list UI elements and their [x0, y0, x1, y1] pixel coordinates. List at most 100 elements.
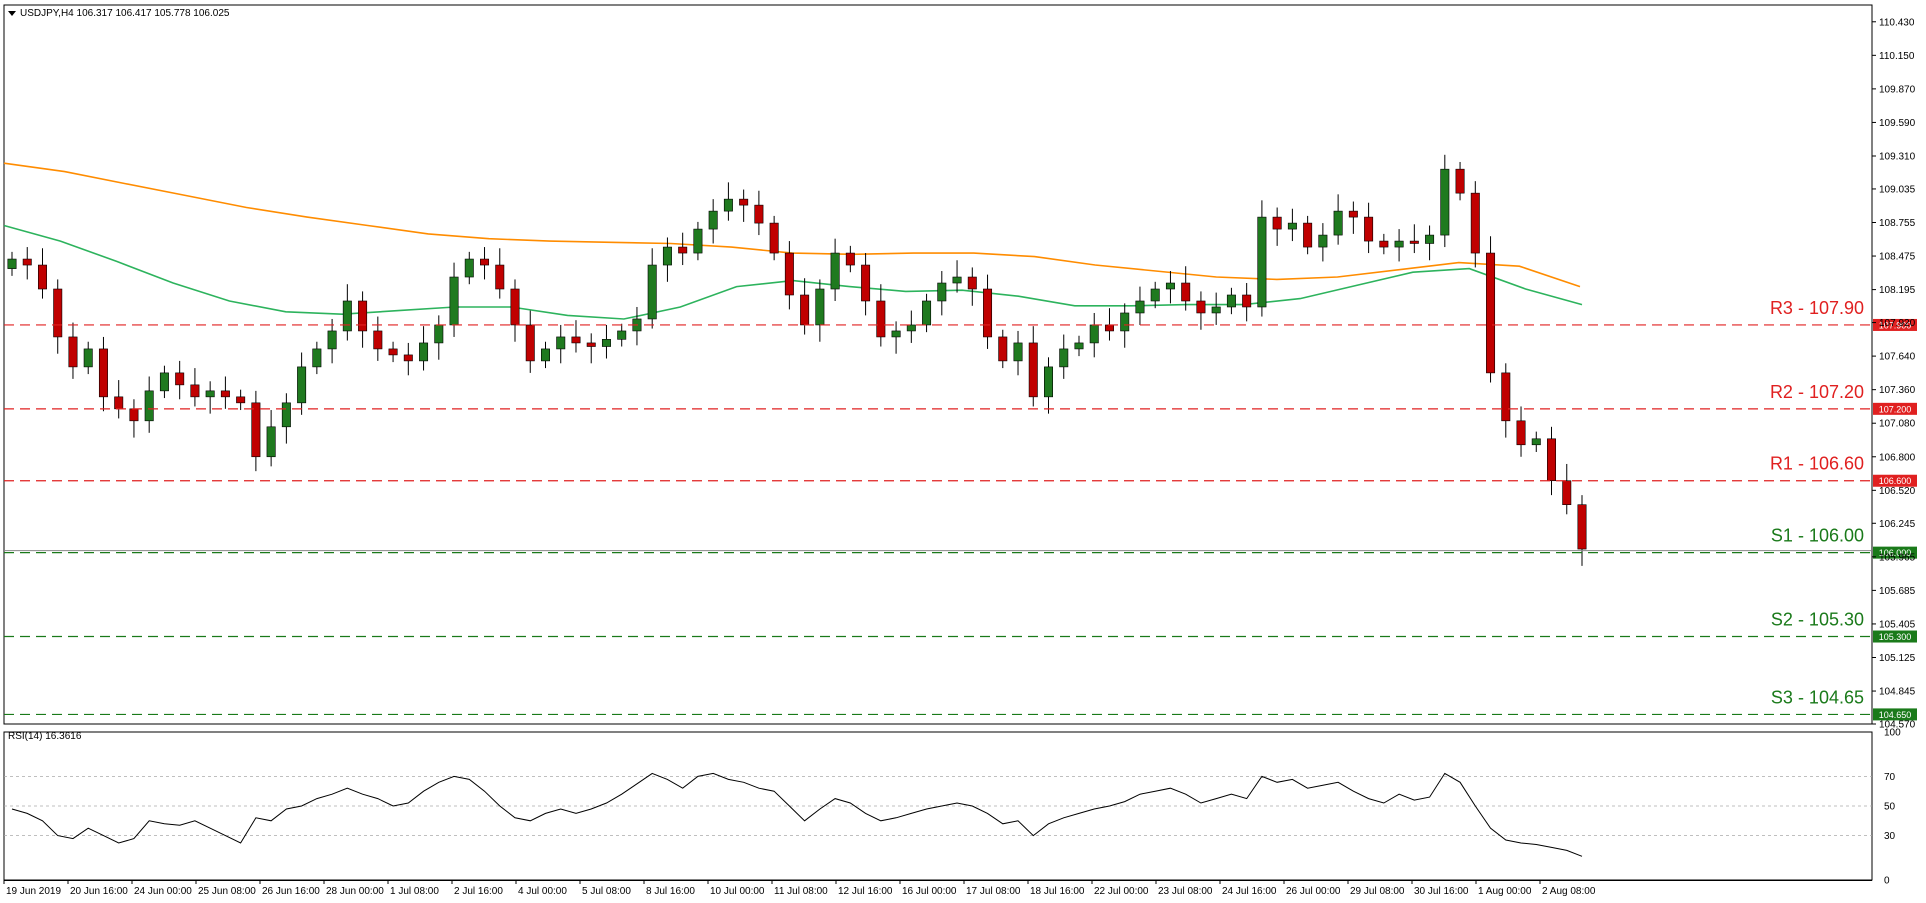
bull-candle-body [1211, 306, 1221, 314]
bear-candle-body [1409, 240, 1419, 244]
price-tick-label: 107.640 [1879, 352, 1916, 363]
candle [1287, 208, 1297, 242]
time-tick-label: 20 Jun 16:00 [70, 886, 128, 897]
time-tick-label: 25 Jun 08:00 [198, 886, 256, 897]
time-tick-label: 11 Jul 08:00 [774, 886, 828, 897]
candle [1044, 357, 1053, 414]
price-tick-label: 106.800 [1879, 452, 1916, 463]
candle [662, 237, 672, 282]
levels: R3 - 107.90 107.900 R2 - 107.20 107.200 R1 -… [4, 298, 1917, 721]
bull-candle-body [144, 390, 154, 422]
bear-candle-body [525, 324, 535, 362]
bear-candle-body [998, 336, 1008, 362]
bear-candle-body [1348, 210, 1358, 218]
bear-candle-body [510, 288, 520, 326]
time-axis: 19 Jun 2019 20 Jun 16:00 24 Jun 00:00 25 Ju… [3, 880, 1596, 897]
bull-candle-body [662, 246, 672, 266]
bear-candle-body [495, 264, 505, 290]
level-price-tag [1873, 402, 1917, 415]
price-tick-label: 108.755 [1879, 218, 1916, 229]
rsi-panel: 100 70 50 30 0 [4, 728, 1901, 887]
level-price-tag [1873, 474, 1917, 487]
bear-candle-body [236, 396, 246, 404]
bear-candle-body [1577, 504, 1587, 550]
time-tick-label: 26 Jun 16:00 [262, 886, 320, 897]
bear-candle-body [1501, 372, 1511, 422]
bear-candle-body [1470, 192, 1480, 254]
bear-candle-body [1379, 240, 1389, 248]
candle [1272, 207, 1282, 246]
level-price-tag-label: 106.000 [1879, 548, 1912, 558]
candle [159, 365, 169, 399]
bear-candle-body [220, 390, 230, 398]
candle [1181, 266, 1191, 311]
candle [297, 352, 307, 415]
bull-candle-body [815, 288, 825, 326]
bull-candle-body [449, 276, 459, 326]
bear-candle-body [586, 342, 596, 347]
candle [708, 199, 718, 244]
candle [129, 399, 139, 438]
candle [358, 291, 368, 348]
candle [739, 189, 749, 222]
time-tick-label: 17 Jul 08:00 [966, 886, 1021, 897]
candle [1013, 330, 1023, 376]
bear-candle-body [1486, 252, 1496, 374]
candle [190, 368, 200, 407]
bear-candle-body [1181, 282, 1191, 302]
bull-candle-body [952, 276, 962, 284]
bull-candle-body [83, 348, 93, 368]
time-tick-label: 10 Jul 00:00 [710, 886, 765, 897]
time-tick-label: 16 Jul 00:00 [902, 886, 957, 897]
candle [1242, 283, 1252, 322]
bear-candle-body [114, 396, 124, 410]
dropdown-triangle-icon[interactable] [8, 10, 16, 16]
level-label: S1 - 106.00 [1771, 526, 1864, 546]
rsi-tick-label: 70 [1884, 772, 1896, 783]
bull-candle-body [1135, 300, 1145, 314]
bear-candle-body [739, 198, 749, 206]
bear-candle-body [1303, 222, 1313, 248]
bear-candle-body [754, 204, 764, 224]
level-price-tag [1873, 708, 1917, 721]
price-tick-label: 107.920 [1879, 318, 1916, 329]
candle [220, 376, 230, 409]
bull-candle-body [464, 258, 474, 278]
rsi-tick-label: 50 [1884, 802, 1896, 813]
candle [342, 284, 352, 341]
price-tick-label: 104.570 [1879, 720, 1916, 731]
bear-candle-body [571, 336, 581, 344]
bear-candle-body [1455, 168, 1465, 194]
bear-candle-body [1028, 342, 1038, 398]
candle [327, 318, 337, 364]
candle [1348, 201, 1358, 234]
bull-candle-body [617, 330, 627, 340]
level-price-tag-label: 107.200 [1879, 404, 1912, 414]
candle [281, 393, 291, 444]
bear-candle-body [1196, 300, 1206, 314]
candle [510, 279, 520, 342]
candle [1577, 495, 1587, 566]
bear-candle-body [1242, 294, 1252, 308]
level-label: R3 - 107.90 [1770, 298, 1864, 318]
bear-candle-body [480, 258, 490, 266]
bull-candle-body [1425, 234, 1435, 244]
bear-candle-body [403, 354, 413, 362]
candle [1364, 202, 1374, 254]
candle [830, 238, 840, 301]
level-price-tag-label: 105.300 [1879, 632, 1912, 642]
bull-candle-body [159, 372, 169, 392]
candle [1425, 225, 1435, 261]
candle [906, 310, 916, 343]
bear-candle-body [388, 348, 398, 356]
candle [1501, 363, 1511, 438]
bull-candle-body [434, 324, 444, 344]
bull-candle-body [1044, 366, 1053, 398]
candle [861, 253, 871, 316]
candle [1135, 286, 1145, 325]
candle [251, 390, 261, 472]
price-tick-label: 109.590 [1879, 118, 1916, 129]
level-label: S2 - 105.30 [1771, 610, 1864, 630]
bear-candle-body [1562, 480, 1572, 506]
